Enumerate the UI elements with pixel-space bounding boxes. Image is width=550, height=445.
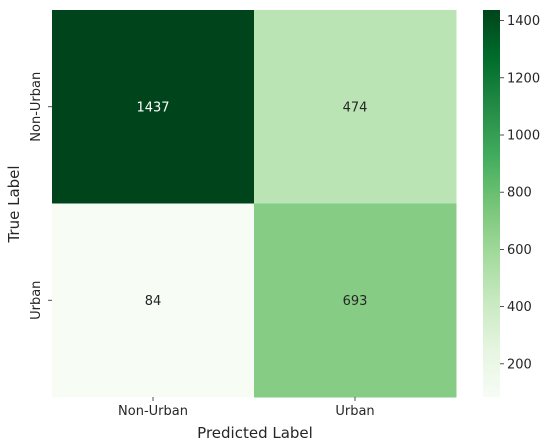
y-axis-label: True Label bbox=[5, 165, 23, 243]
colorbar-ticks: 200 400 600 800 1000 1200 1400 bbox=[500, 14, 540, 372]
y-tick-label: Non-Urban bbox=[29, 72, 44, 142]
colorbar-tick-label: 800 bbox=[507, 186, 532, 201]
y-axis-ticks: Non-Urban Urban bbox=[29, 72, 52, 320]
heatmap-cell-labels: 1437 474 84 693 bbox=[136, 100, 367, 309]
x-tick-label: Non-Urban bbox=[118, 404, 188, 419]
colorbar bbox=[483, 10, 500, 397]
colorbar-tick-label: 600 bbox=[507, 243, 532, 258]
heatmap-cells bbox=[52, 10, 457, 398]
cell-value-label: 693 bbox=[343, 294, 368, 309]
colorbar-tick-label: 1200 bbox=[507, 71, 540, 86]
cell-value-label: 84 bbox=[145, 294, 162, 309]
heatmap-cell bbox=[254, 10, 457, 204]
heatmap-cell bbox=[52, 10, 255, 204]
heatmap-cell bbox=[254, 203, 457, 398]
x-axis-label: Predicted Label bbox=[197, 424, 313, 442]
cell-value-label: 474 bbox=[343, 100, 368, 115]
colorbar-tick-label: 200 bbox=[507, 357, 532, 372]
x-tick-label: Urban bbox=[335, 404, 374, 419]
colorbar-tick-label: 1400 bbox=[507, 14, 540, 29]
heatmap-cell bbox=[52, 203, 255, 398]
y-tick-label: Urban bbox=[29, 281, 44, 320]
colorbar-tick-label: 1000 bbox=[507, 128, 540, 143]
x-axis-ticks: Non-Urban Urban bbox=[118, 397, 375, 419]
cell-value-label: 1437 bbox=[136, 100, 169, 115]
colorbar-tick-label: 400 bbox=[507, 300, 532, 315]
